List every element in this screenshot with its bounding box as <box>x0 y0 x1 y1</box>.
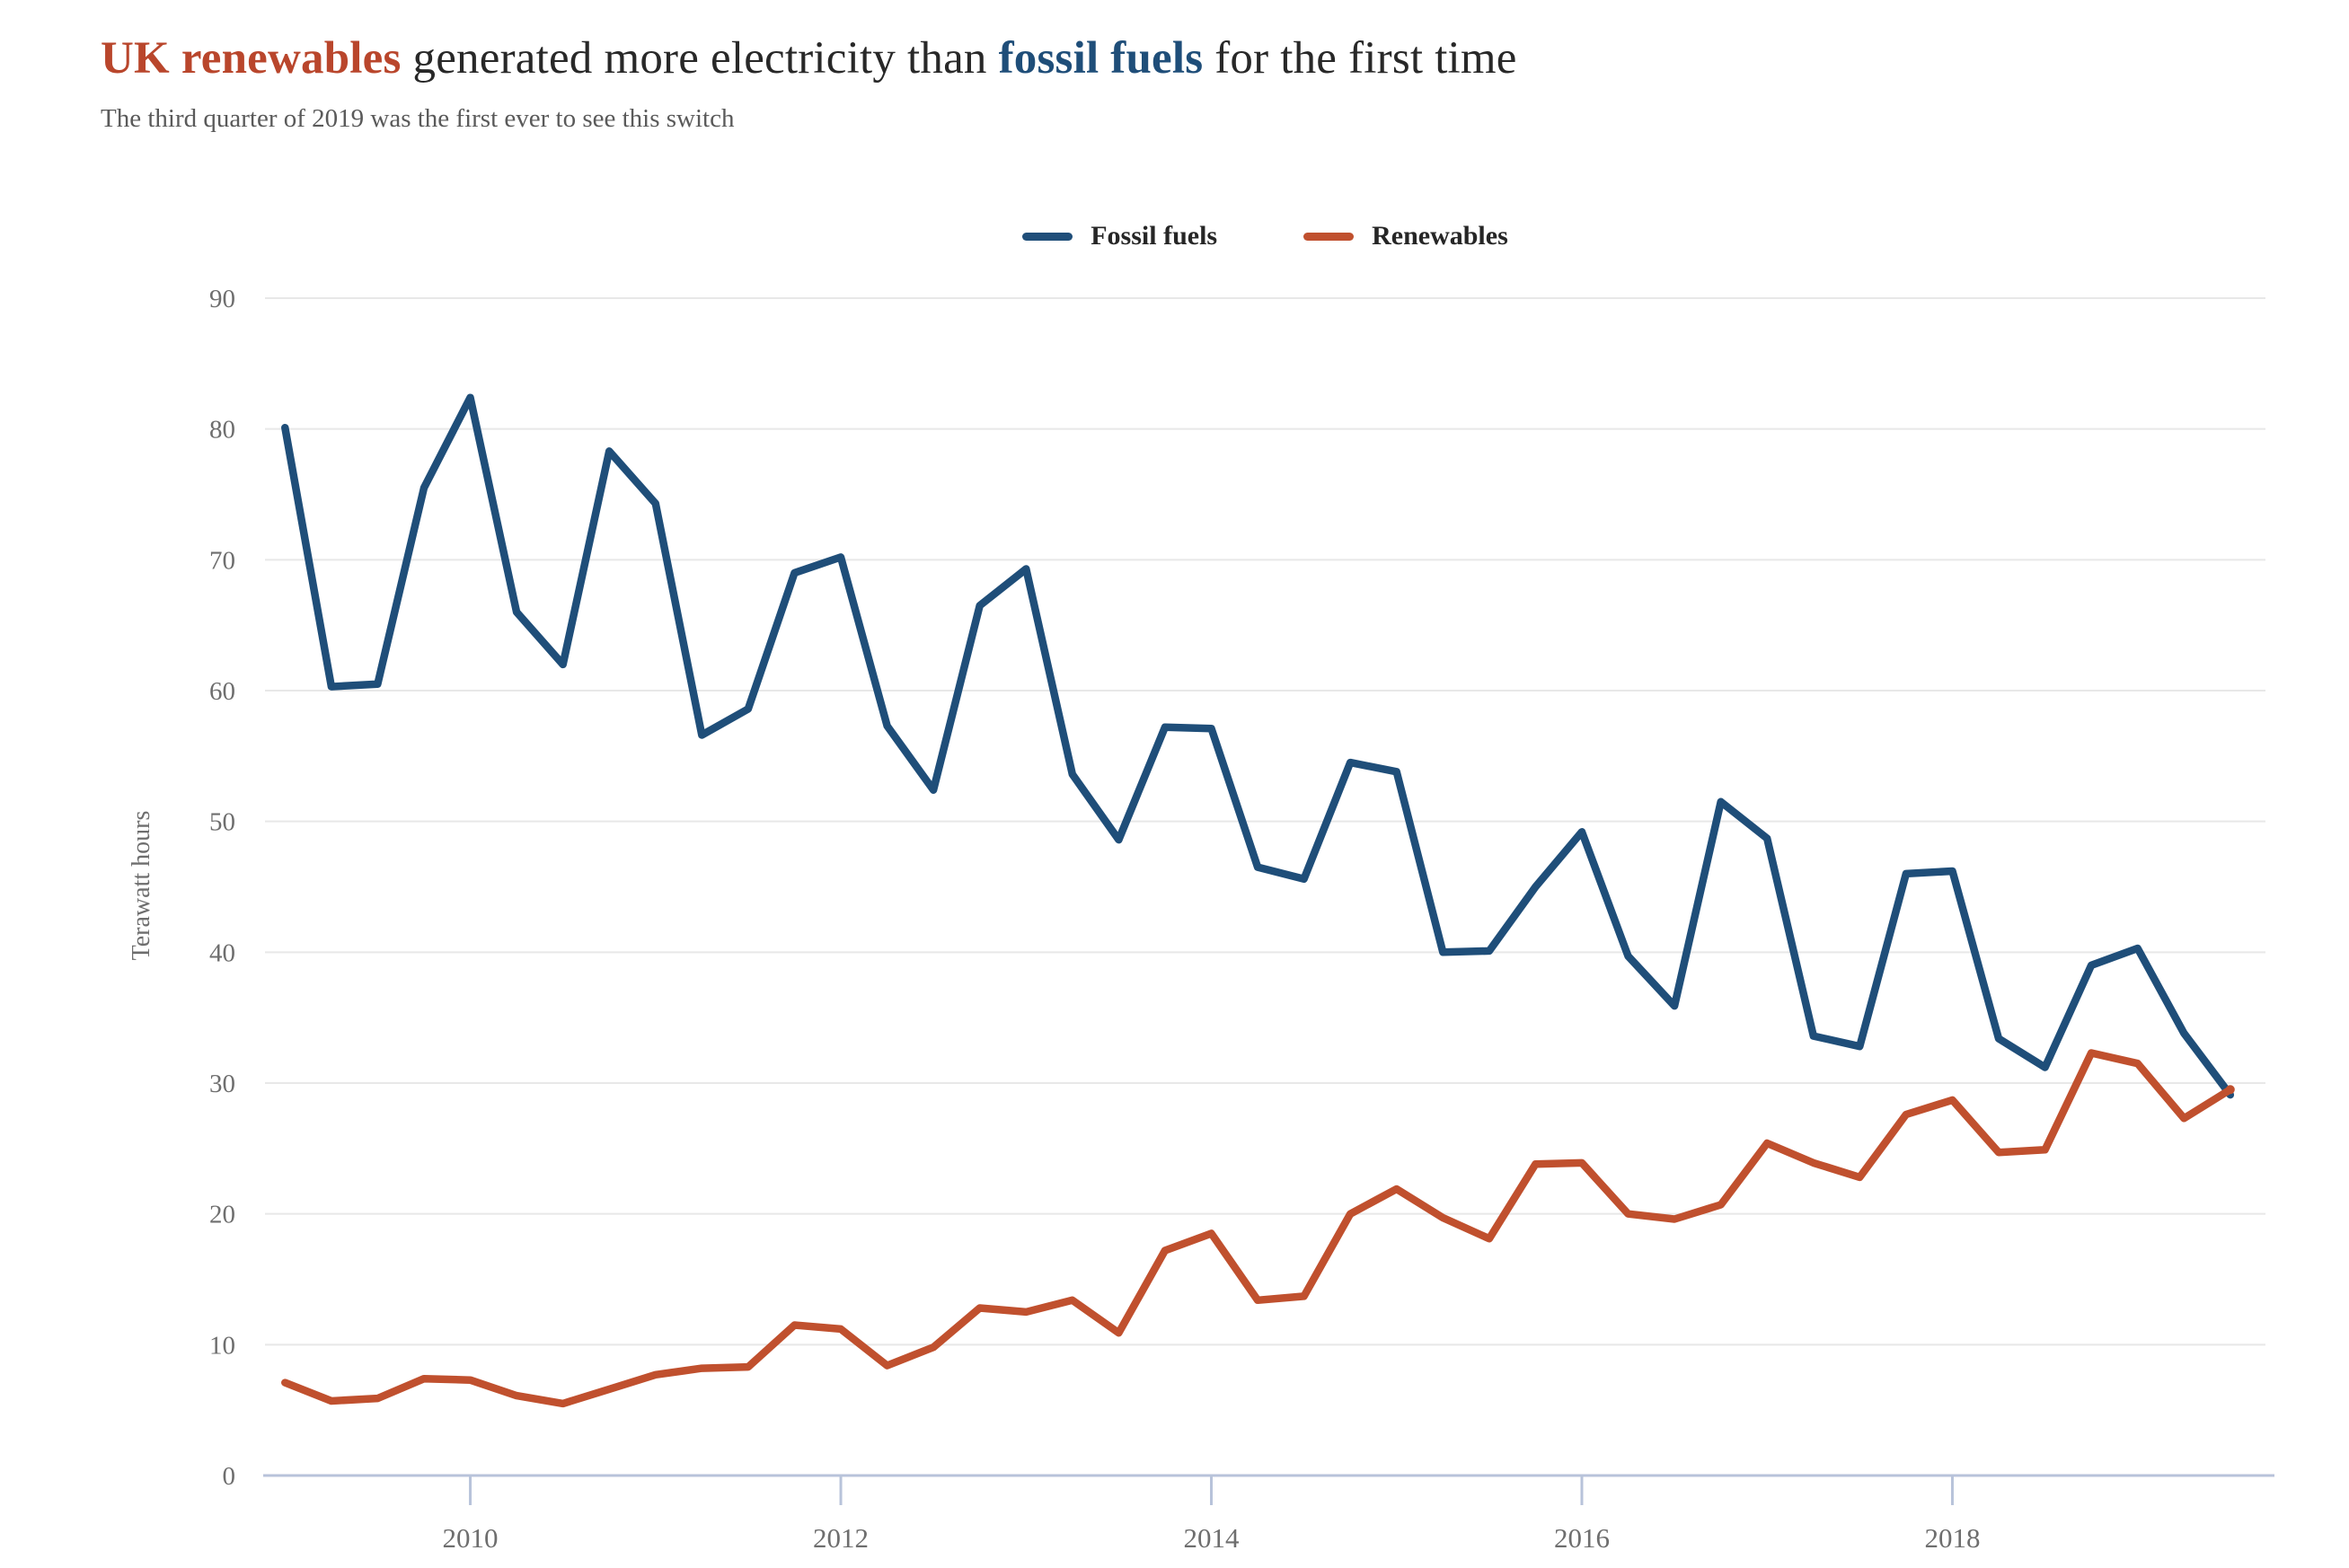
title-accent-fossil: fossil fuels <box>998 33 1204 84</box>
x-axis-ticks-group <box>469 1476 1954 1505</box>
y-tick-label: 30 <box>209 1070 235 1098</box>
x-tick-label: 2010 <box>443 1522 499 1554</box>
title-accent-renewables: UK renewables <box>101 33 402 84</box>
y-tick-label: 90 <box>209 285 235 313</box>
chart-legend: Fossil fuels Renewables <box>265 221 2265 251</box>
fossil-fuels-line-swatch <box>1022 232 1073 241</box>
y-tick-label: 40 <box>209 938 235 967</box>
y-tick-label: 60 <box>209 677 235 706</box>
y-tick-label: 0 <box>223 1462 236 1491</box>
legend-label-renewables: Renewables <box>1372 221 1508 251</box>
y-tick-label: 70 <box>209 546 235 575</box>
legend-item-renewables[interactable]: Renewables <box>1303 221 1508 251</box>
gridlines-group <box>265 297 2265 1346</box>
chart-title: UK renewables generated more electricity… <box>101 32 1517 84</box>
y-tick-label: 80 <box>209 416 235 445</box>
series-line-fossil-fuels <box>281 393 2235 1099</box>
renewables-endpoint-dot <box>2225 1085 2235 1095</box>
series-line-renewables <box>281 1049 2235 1408</box>
chart-subtitle: The third quarter of 2019 was the first … <box>101 104 735 133</box>
x-tick-label: 2014 <box>1184 1522 1241 1554</box>
x-axis-labels-group: 2010 2012 2014 2016 2018 <box>443 1522 1981 1554</box>
y-axis-labels-group: 0 10 20 30 40 50 60 70 80 90 <box>209 285 235 1491</box>
legend-item-fossil-fuels[interactable]: Fossil fuels <box>1022 221 1217 251</box>
y-tick-label: 50 <box>209 808 235 837</box>
x-tick-label: 2012 <box>813 1522 869 1554</box>
y-tick-label: 10 <box>209 1331 235 1360</box>
title-text-end: for the first time <box>1203 33 1517 84</box>
x-tick-label: 2018 <box>1924 1522 1980 1554</box>
renewables-line-swatch <box>1303 232 1355 241</box>
title-text-mid: generated more electricity than <box>401 33 999 84</box>
y-axis-title: Terawatt hours <box>128 810 155 961</box>
x-tick-label: 2016 <box>1554 1522 1610 1554</box>
legend-label-fossil-fuels: Fossil fuels <box>1091 221 1218 251</box>
y-tick-label: 20 <box>209 1201 235 1229</box>
